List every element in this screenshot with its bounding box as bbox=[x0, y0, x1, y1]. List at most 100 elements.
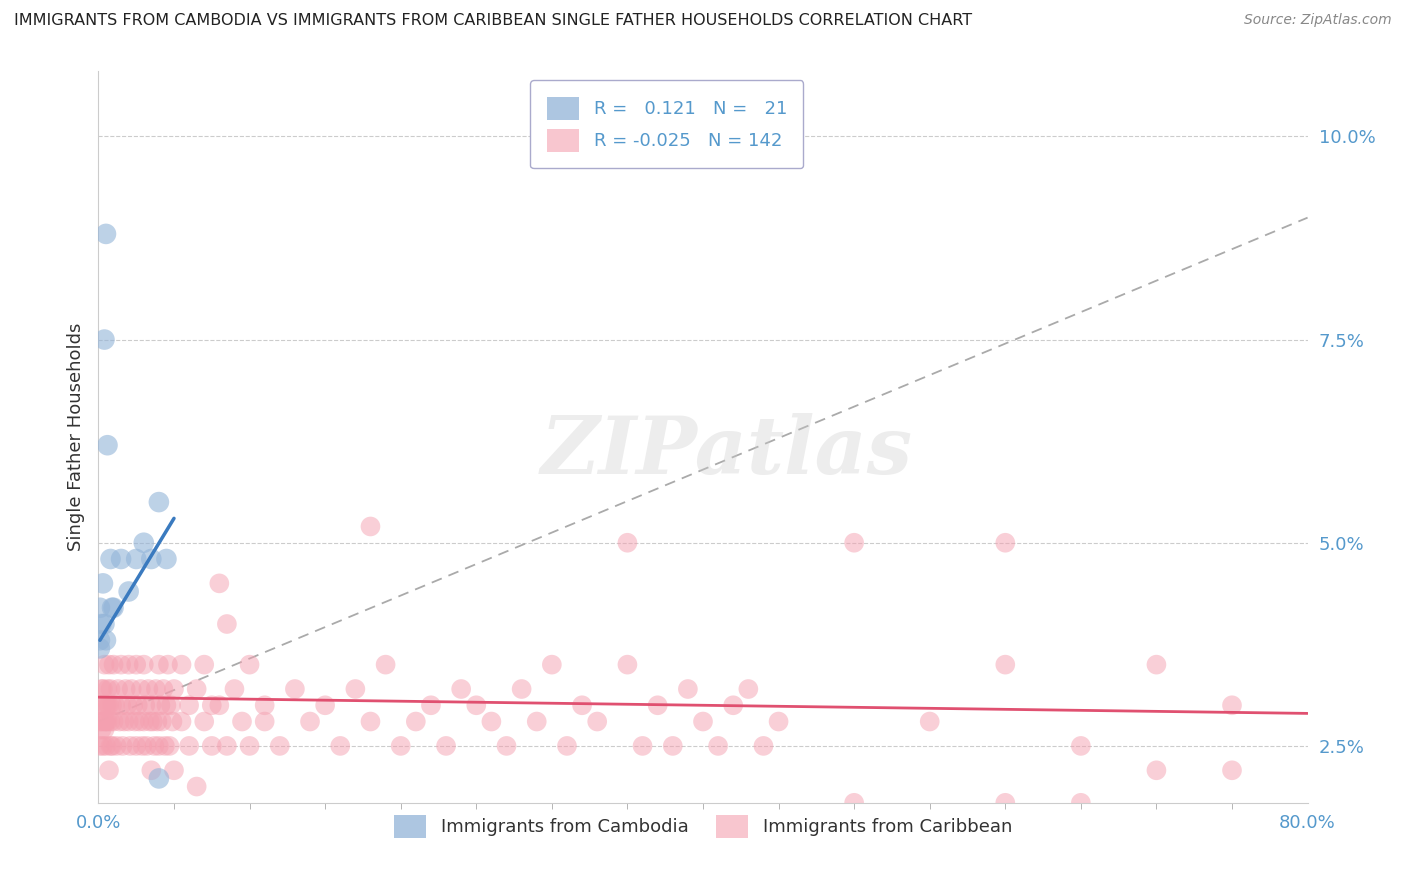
Point bbox=[994, 535, 1017, 549]
Point bbox=[148, 495, 170, 509]
Point bbox=[193, 714, 215, 729]
Point bbox=[616, 657, 638, 672]
Point bbox=[692, 714, 714, 729]
Point bbox=[135, 739, 157, 753]
Point bbox=[90, 617, 112, 632]
Point bbox=[89, 600, 111, 615]
Point bbox=[420, 698, 443, 713]
Point bbox=[90, 714, 112, 729]
Point bbox=[91, 681, 114, 696]
Point bbox=[101, 600, 124, 615]
Point bbox=[149, 698, 172, 713]
Point bbox=[89, 633, 111, 648]
Point bbox=[101, 698, 124, 713]
Point bbox=[89, 641, 111, 656]
Point bbox=[918, 714, 941, 729]
Point bbox=[94, 698, 117, 713]
Text: IMMIGRANTS FROM CAMBODIA VS IMMIGRANTS FROM CARIBBEAN SINGLE FATHER HOUSEHOLDS C: IMMIGRANTS FROM CAMBODIA VS IMMIGRANTS F… bbox=[14, 13, 972, 29]
Point bbox=[299, 714, 322, 729]
Point bbox=[104, 698, 127, 713]
Point bbox=[103, 657, 125, 672]
Point bbox=[107, 681, 129, 696]
Point bbox=[1070, 739, 1092, 753]
Point bbox=[314, 698, 336, 713]
Point bbox=[215, 739, 238, 753]
Point bbox=[98, 764, 121, 778]
Point bbox=[141, 552, 163, 566]
Point bbox=[374, 657, 396, 672]
Point bbox=[389, 739, 412, 753]
Point bbox=[269, 739, 291, 753]
Point bbox=[723, 698, 745, 713]
Point bbox=[145, 681, 167, 696]
Point bbox=[148, 772, 170, 786]
Point bbox=[114, 681, 136, 696]
Point bbox=[132, 535, 155, 549]
Point bbox=[129, 681, 152, 696]
Point bbox=[186, 780, 208, 794]
Point bbox=[89, 714, 111, 729]
Point bbox=[100, 714, 122, 729]
Point bbox=[118, 714, 141, 729]
Point bbox=[540, 657, 562, 672]
Point bbox=[571, 698, 593, 713]
Legend: Immigrants from Cambodia, Immigrants from Caribbean: Immigrants from Cambodia, Immigrants fro… bbox=[380, 800, 1026, 852]
Point bbox=[661, 739, 683, 753]
Point bbox=[94, 227, 117, 241]
Point bbox=[159, 739, 181, 753]
Point bbox=[994, 796, 1017, 810]
Point bbox=[193, 657, 215, 672]
Point bbox=[150, 714, 173, 729]
Point bbox=[737, 681, 759, 696]
Point bbox=[616, 535, 638, 549]
Point bbox=[844, 535, 866, 549]
Point bbox=[110, 657, 132, 672]
Point bbox=[179, 698, 201, 713]
Point bbox=[253, 714, 276, 729]
Point bbox=[115, 698, 138, 713]
Point bbox=[96, 714, 118, 729]
Point bbox=[89, 739, 111, 753]
Point bbox=[100, 739, 122, 753]
Point bbox=[125, 552, 148, 566]
Point bbox=[110, 552, 132, 566]
Point bbox=[146, 714, 169, 729]
Point bbox=[155, 552, 177, 566]
Point bbox=[94, 714, 117, 729]
Point bbox=[96, 438, 118, 452]
Point bbox=[179, 739, 201, 753]
Point bbox=[201, 739, 224, 753]
Point bbox=[186, 681, 208, 696]
Point bbox=[170, 657, 193, 672]
Point bbox=[239, 739, 262, 753]
Point bbox=[208, 576, 231, 591]
Point bbox=[103, 714, 125, 729]
Point bbox=[284, 681, 307, 696]
Point bbox=[93, 723, 115, 737]
Point bbox=[231, 714, 253, 729]
Point bbox=[215, 617, 238, 632]
Point bbox=[344, 681, 367, 696]
Point bbox=[555, 739, 578, 753]
Point bbox=[120, 739, 142, 753]
Point bbox=[163, 681, 186, 696]
Point bbox=[481, 714, 503, 729]
Point bbox=[148, 739, 170, 753]
Point bbox=[111, 739, 134, 753]
Point bbox=[1144, 764, 1167, 778]
Point bbox=[647, 698, 669, 713]
Point bbox=[93, 333, 115, 347]
Point bbox=[465, 698, 488, 713]
Point bbox=[586, 714, 609, 729]
Point bbox=[155, 698, 177, 713]
Point bbox=[91, 739, 114, 753]
Point bbox=[450, 681, 472, 696]
Point bbox=[118, 584, 141, 599]
Point bbox=[100, 681, 122, 696]
Y-axis label: Single Father Households: Single Father Households bbox=[66, 323, 84, 551]
Point bbox=[434, 739, 457, 753]
Point bbox=[131, 739, 153, 753]
Point bbox=[93, 657, 115, 672]
Point bbox=[132, 657, 155, 672]
Point bbox=[103, 600, 125, 615]
